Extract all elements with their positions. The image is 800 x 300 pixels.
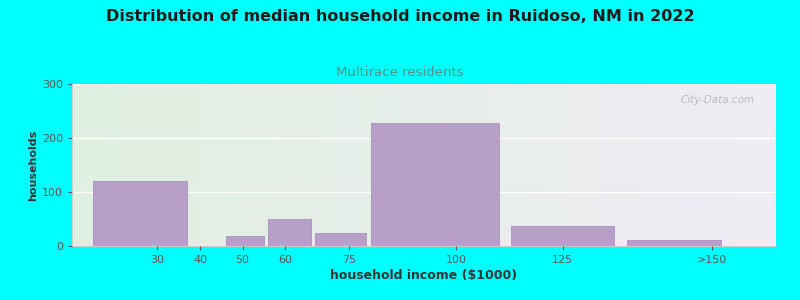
Y-axis label: households: households xyxy=(28,129,38,201)
Bar xyxy=(315,232,366,246)
Bar xyxy=(511,226,614,246)
Bar xyxy=(268,219,311,246)
Bar xyxy=(626,239,721,246)
Bar xyxy=(370,123,498,246)
Text: City-Data.com: City-Data.com xyxy=(681,95,755,105)
X-axis label: household income ($1000): household income ($1000) xyxy=(330,269,518,282)
Text: Multirace residents: Multirace residents xyxy=(336,66,464,79)
Bar xyxy=(226,236,264,246)
Text: Distribution of median household income in Ruidoso, NM in 2022: Distribution of median household income … xyxy=(106,9,694,24)
Bar xyxy=(94,181,187,246)
